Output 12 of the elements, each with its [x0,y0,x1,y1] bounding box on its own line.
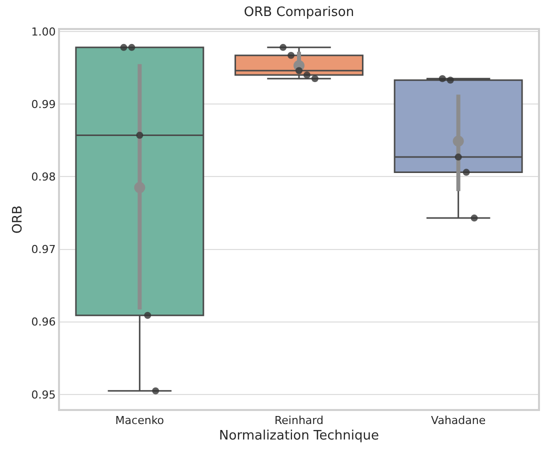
x-tick-label: Macenko [115,414,164,428]
x-tick-label: Reinhard [274,414,324,428]
y-tick-label: 1.00 [31,25,56,38]
y-tick-label: 0.96 [31,316,56,329]
y-tick-label: 0.95 [31,388,56,402]
x-axis-title: Normalization Technique [219,428,379,444]
y-tick-label: 0.97 [31,243,56,256]
x-tick-label: Vahadane [431,414,486,428]
y-tick-label: 0.99 [31,98,56,111]
chart-title: ORB Comparison [244,5,354,20]
y-tick-label: 0.98 [31,170,56,184]
y-axis-title: ORB [10,205,26,234]
